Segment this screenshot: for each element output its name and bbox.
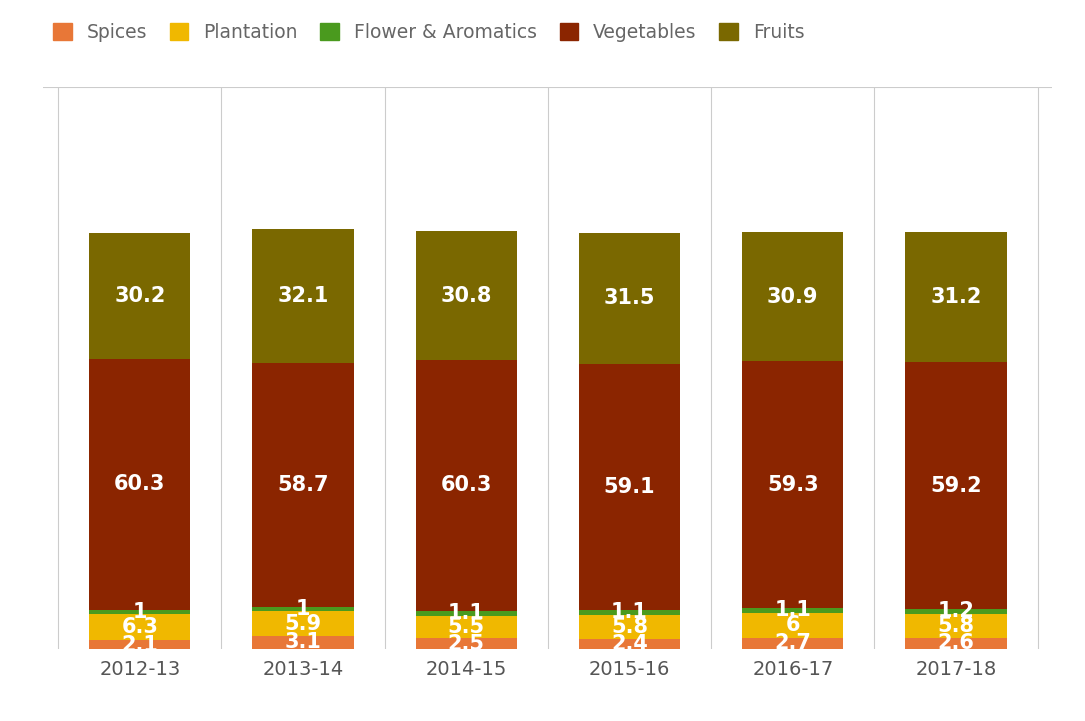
Legend: Spices, Plantation, Flower & Aromatics, Vegetables, Fruits: Spices, Plantation, Flower & Aromatics, … — [53, 23, 805, 42]
Bar — [416, 360, 516, 611]
Bar — [742, 361, 843, 608]
Text: 3.1: 3.1 — [284, 632, 321, 653]
Text: 5.9: 5.9 — [284, 614, 321, 634]
Text: 60.3: 60.3 — [441, 475, 492, 495]
Text: 30.9: 30.9 — [767, 287, 818, 306]
Bar — [579, 615, 680, 639]
Bar — [89, 610, 191, 614]
Text: 5.8: 5.8 — [937, 616, 974, 636]
Text: 32.1: 32.1 — [278, 286, 329, 306]
Text: 30.8: 30.8 — [441, 286, 492, 306]
Bar — [253, 636, 354, 649]
Bar — [416, 611, 516, 616]
Text: 6.3: 6.3 — [122, 617, 158, 637]
Text: 58.7: 58.7 — [278, 475, 329, 495]
Text: 5.8: 5.8 — [611, 617, 648, 637]
Text: 2.4: 2.4 — [611, 634, 648, 654]
Bar — [579, 610, 680, 615]
Text: 2.6: 2.6 — [937, 634, 974, 653]
Text: 1.1: 1.1 — [611, 603, 648, 622]
Bar — [742, 232, 843, 361]
Text: 1.2: 1.2 — [937, 601, 974, 622]
Text: 31.5: 31.5 — [603, 288, 655, 309]
Bar — [742, 637, 843, 649]
Text: 1: 1 — [132, 602, 148, 622]
Bar — [253, 363, 354, 607]
Bar — [253, 611, 354, 636]
Bar — [89, 358, 191, 610]
Text: 2.7: 2.7 — [775, 633, 812, 653]
Bar — [905, 614, 1007, 638]
Bar — [742, 608, 843, 613]
Bar — [742, 613, 843, 637]
Text: 31.2: 31.2 — [930, 287, 982, 307]
Text: 59.2: 59.2 — [930, 476, 982, 495]
Bar — [579, 233, 680, 364]
Text: 1: 1 — [296, 599, 310, 619]
Text: 59.1: 59.1 — [603, 477, 655, 497]
Text: 2.5: 2.5 — [448, 634, 485, 654]
Bar — [253, 607, 354, 611]
Bar — [579, 639, 680, 649]
Text: 30.2: 30.2 — [114, 286, 166, 306]
Text: 5.5: 5.5 — [448, 617, 485, 637]
Text: 59.3: 59.3 — [767, 474, 818, 495]
Bar — [89, 640, 191, 649]
Text: 6: 6 — [786, 615, 800, 635]
Bar — [579, 364, 680, 610]
Bar — [416, 616, 516, 639]
Bar — [253, 229, 354, 363]
Bar — [416, 231, 516, 360]
Bar — [89, 614, 191, 640]
Bar — [905, 638, 1007, 649]
Text: 2.1: 2.1 — [122, 634, 158, 655]
Text: 60.3: 60.3 — [114, 474, 166, 494]
Bar — [416, 639, 516, 649]
Bar — [905, 232, 1007, 362]
Bar — [89, 233, 191, 358]
Text: 1.1: 1.1 — [448, 603, 485, 623]
Bar — [905, 609, 1007, 614]
Text: 1.1: 1.1 — [775, 601, 812, 620]
Bar — [905, 362, 1007, 609]
